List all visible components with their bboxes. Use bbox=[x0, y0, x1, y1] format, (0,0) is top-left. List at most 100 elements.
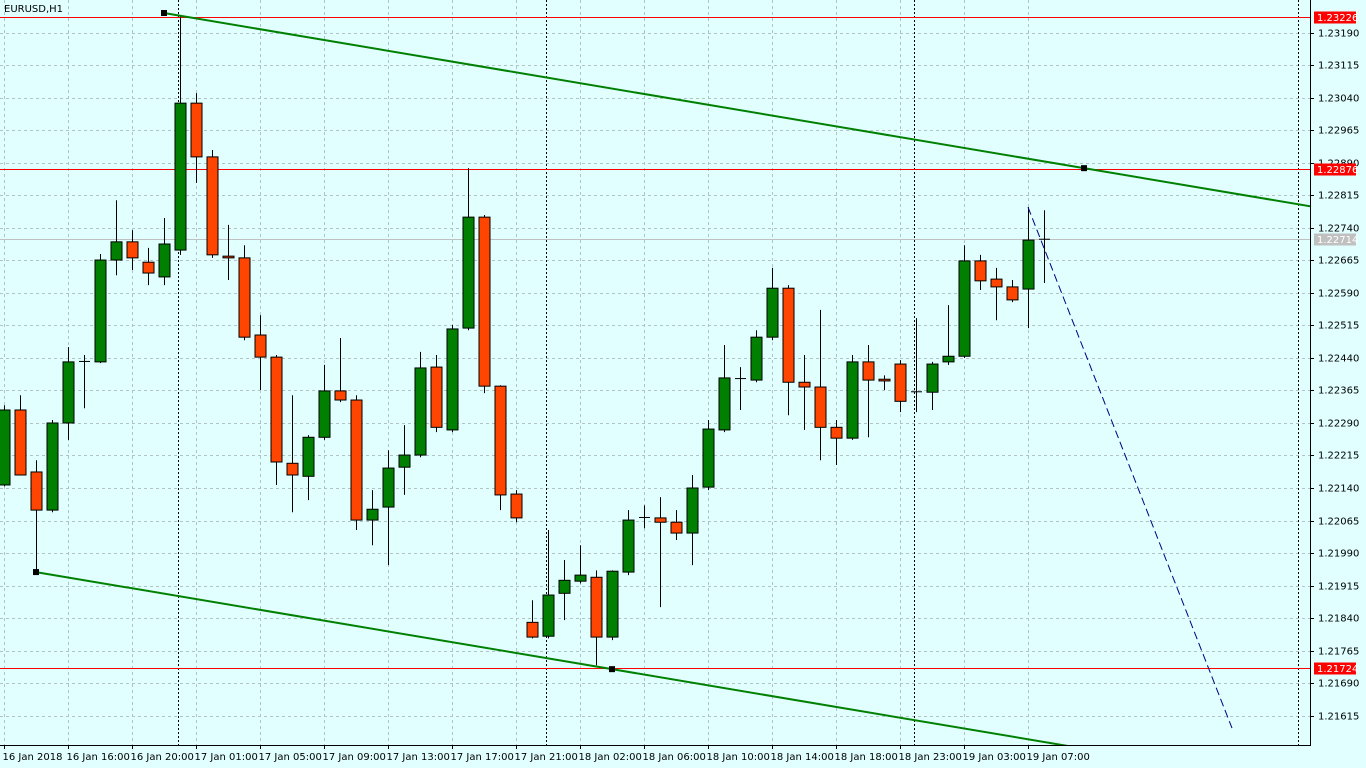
candle-body bbox=[206, 156, 219, 256]
candle bbox=[542, 530, 555, 639]
candle-body bbox=[894, 363, 907, 402]
x-tick-label: 18 Jan 02:00 bbox=[579, 752, 642, 763]
x-tick-label: 16 Jan 20:00 bbox=[131, 752, 194, 763]
candle-body bbox=[558, 579, 571, 594]
candle bbox=[126, 230, 139, 271]
candle-body bbox=[414, 367, 427, 456]
y-tick-label: 1.22140 bbox=[1318, 484, 1359, 495]
candle bbox=[1022, 207, 1035, 329]
candle-body bbox=[318, 390, 331, 438]
candle-body bbox=[350, 399, 363, 521]
y-tick-label: 1.21915 bbox=[1318, 582, 1359, 593]
anchor-point bbox=[1081, 165, 1087, 172]
candle-body bbox=[398, 454, 411, 468]
candle-body bbox=[158, 243, 171, 278]
candle-body bbox=[990, 278, 1003, 288]
x-tick-label: 17 Jan 21:00 bbox=[515, 752, 578, 763]
candle-body bbox=[142, 261, 155, 274]
objects bbox=[33, 10, 1310, 745]
candle bbox=[254, 315, 267, 391]
candle-body bbox=[94, 259, 107, 363]
candle bbox=[958, 245, 971, 358]
price-level-label: 1.23226 bbox=[1317, 13, 1358, 24]
y-tick-label: 1.22515 bbox=[1318, 321, 1359, 332]
candle bbox=[639, 505, 650, 529]
trend-line bbox=[1027, 206, 1233, 729]
x-tick-label: 18 Jan 06:00 bbox=[643, 752, 706, 763]
price-level-label: 1.21724 bbox=[1317, 664, 1358, 675]
candle-body bbox=[878, 378, 891, 382]
y-tick-label: 1.22590 bbox=[1318, 289, 1359, 300]
x-tick-label: 17 Jan 01:00 bbox=[195, 752, 258, 763]
y-tick-label: 1.22365 bbox=[1318, 386, 1359, 397]
x-tick-label: 17 Jan 17:00 bbox=[451, 752, 514, 763]
candle bbox=[398, 425, 411, 495]
candle bbox=[462, 168, 475, 331]
candle bbox=[446, 325, 459, 433]
candle-body bbox=[430, 366, 443, 428]
candle bbox=[222, 224, 235, 280]
candle-body bbox=[542, 594, 555, 637]
x-tick-label: 18 Jan 18:00 bbox=[835, 752, 898, 763]
y-tick-label: 1.21840 bbox=[1318, 614, 1359, 625]
candle-body bbox=[718, 377, 731, 431]
trend-line bbox=[35, 571, 1069, 745]
y-tick-label: 1.22740 bbox=[1318, 224, 1359, 235]
candle bbox=[79, 354, 90, 409]
y-tick-label: 1.22215 bbox=[1318, 451, 1359, 462]
candle bbox=[382, 450, 395, 566]
candle bbox=[158, 217, 171, 286]
candle-body bbox=[222, 255, 235, 259]
x-tick-label: 17 Jan 13:00 bbox=[387, 752, 450, 763]
price-level-label: 1.22876 bbox=[1317, 165, 1358, 176]
candle-body bbox=[974, 260, 987, 282]
candle-body bbox=[606, 570, 619, 638]
x-tick-label: 19 Jan 07:00 bbox=[1027, 752, 1090, 763]
candle bbox=[350, 395, 363, 531]
candle bbox=[302, 435, 315, 501]
candle-body bbox=[830, 426, 843, 439]
candle-body bbox=[1022, 239, 1035, 290]
candle bbox=[862, 344, 875, 438]
bid-line-label: 1.22714 bbox=[1317, 235, 1358, 246]
candle-body bbox=[0, 409, 11, 486]
candle-body bbox=[862, 361, 875, 381]
candle-body bbox=[62, 361, 75, 424]
candle bbox=[735, 367, 746, 410]
anchor-point bbox=[609, 666, 615, 673]
candle-body bbox=[302, 436, 315, 477]
candle bbox=[62, 347, 75, 440]
candle bbox=[334, 338, 347, 403]
candle bbox=[30, 460, 43, 573]
candle bbox=[830, 419, 843, 466]
anchor-point bbox=[33, 569, 39, 576]
x-tick-label: 16 Jan 16:00 bbox=[67, 752, 130, 763]
candle-body bbox=[958, 260, 971, 357]
candle bbox=[846, 354, 859, 440]
candle bbox=[0, 405, 11, 487]
axes: 1.231901.231151.230401.229651.228901.228… bbox=[3, 11, 1359, 763]
y-tick-label: 1.22815 bbox=[1318, 191, 1359, 202]
y-tick-label: 1.22290 bbox=[1318, 419, 1359, 430]
candle bbox=[46, 419, 59, 513]
price-level-box bbox=[1314, 163, 1356, 176]
candle-body bbox=[750, 336, 763, 381]
candle bbox=[238, 245, 251, 341]
candle-body bbox=[462, 216, 475, 329]
candle-body bbox=[702, 428, 715, 488]
price-level-box bbox=[1314, 662, 1356, 675]
candle-body bbox=[798, 381, 811, 388]
candle-body bbox=[670, 521, 683, 534]
candle bbox=[606, 570, 619, 641]
y-tick-label: 1.22065 bbox=[1318, 517, 1359, 528]
candle bbox=[142, 247, 155, 286]
candle bbox=[574, 545, 587, 584]
candle bbox=[750, 330, 763, 383]
candle-body bbox=[478, 216, 491, 387]
candle bbox=[974, 254, 987, 290]
candle bbox=[526, 600, 539, 639]
candle-body bbox=[334, 390, 347, 401]
candle bbox=[174, 15, 187, 255]
